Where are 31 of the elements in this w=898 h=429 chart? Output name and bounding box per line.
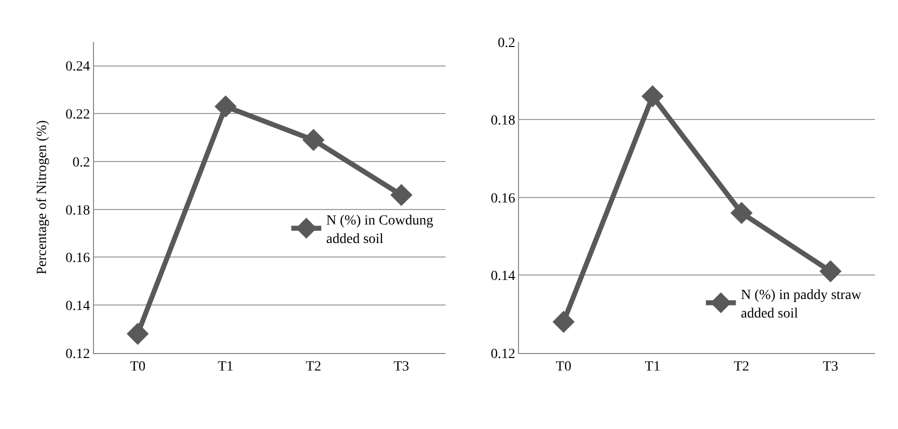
point bbox=[642, 85, 664, 108]
point bbox=[730, 202, 753, 224]
point bbox=[390, 184, 412, 206]
point bbox=[302, 128, 325, 152]
y-tick-label: 0.12 bbox=[65, 346, 90, 362]
legend-label: N (%) in paddy straw added soil bbox=[740, 288, 862, 322]
y-tick-label: 0.14 bbox=[490, 269, 516, 284]
y-tick-label: 0.16 bbox=[65, 251, 90, 266]
y-tick-label: 0.2 bbox=[498, 36, 516, 51]
x-tick-label: T1 bbox=[644, 360, 660, 375]
legend-label: N (%) in Cowdung added soil bbox=[326, 214, 434, 247]
y-tick-label: 0.18 bbox=[65, 203, 90, 218]
x-tick-label: T1 bbox=[218, 360, 234, 375]
point bbox=[552, 310, 575, 333]
x-tick-label: T2 bbox=[306, 360, 322, 375]
x-tick-label: T3 bbox=[394, 360, 410, 375]
x-tick-label: T0 bbox=[130, 360, 146, 375]
point bbox=[819, 260, 842, 282]
y-axis-title: Percentage of Nitrogen (%) bbox=[35, 120, 50, 275]
y-tick-label: 0.14 bbox=[65, 298, 90, 314]
point bbox=[126, 322, 149, 345]
y-tick-label: 0.22 bbox=[65, 108, 90, 123]
y-tick-label: 0.24 bbox=[65, 60, 90, 75]
x-tick-label: T3 bbox=[822, 360, 838, 375]
x-tick-label: T0 bbox=[556, 360, 572, 375]
x-tick-label: T2 bbox=[734, 360, 750, 375]
y-tick-label: 0.16 bbox=[490, 191, 516, 206]
point bbox=[214, 95, 237, 118]
y-tick-label: 0.18 bbox=[490, 114, 516, 129]
y-tick-label: 0.12 bbox=[490, 346, 516, 362]
y-tick-label: 0.2 bbox=[72, 155, 90, 170]
